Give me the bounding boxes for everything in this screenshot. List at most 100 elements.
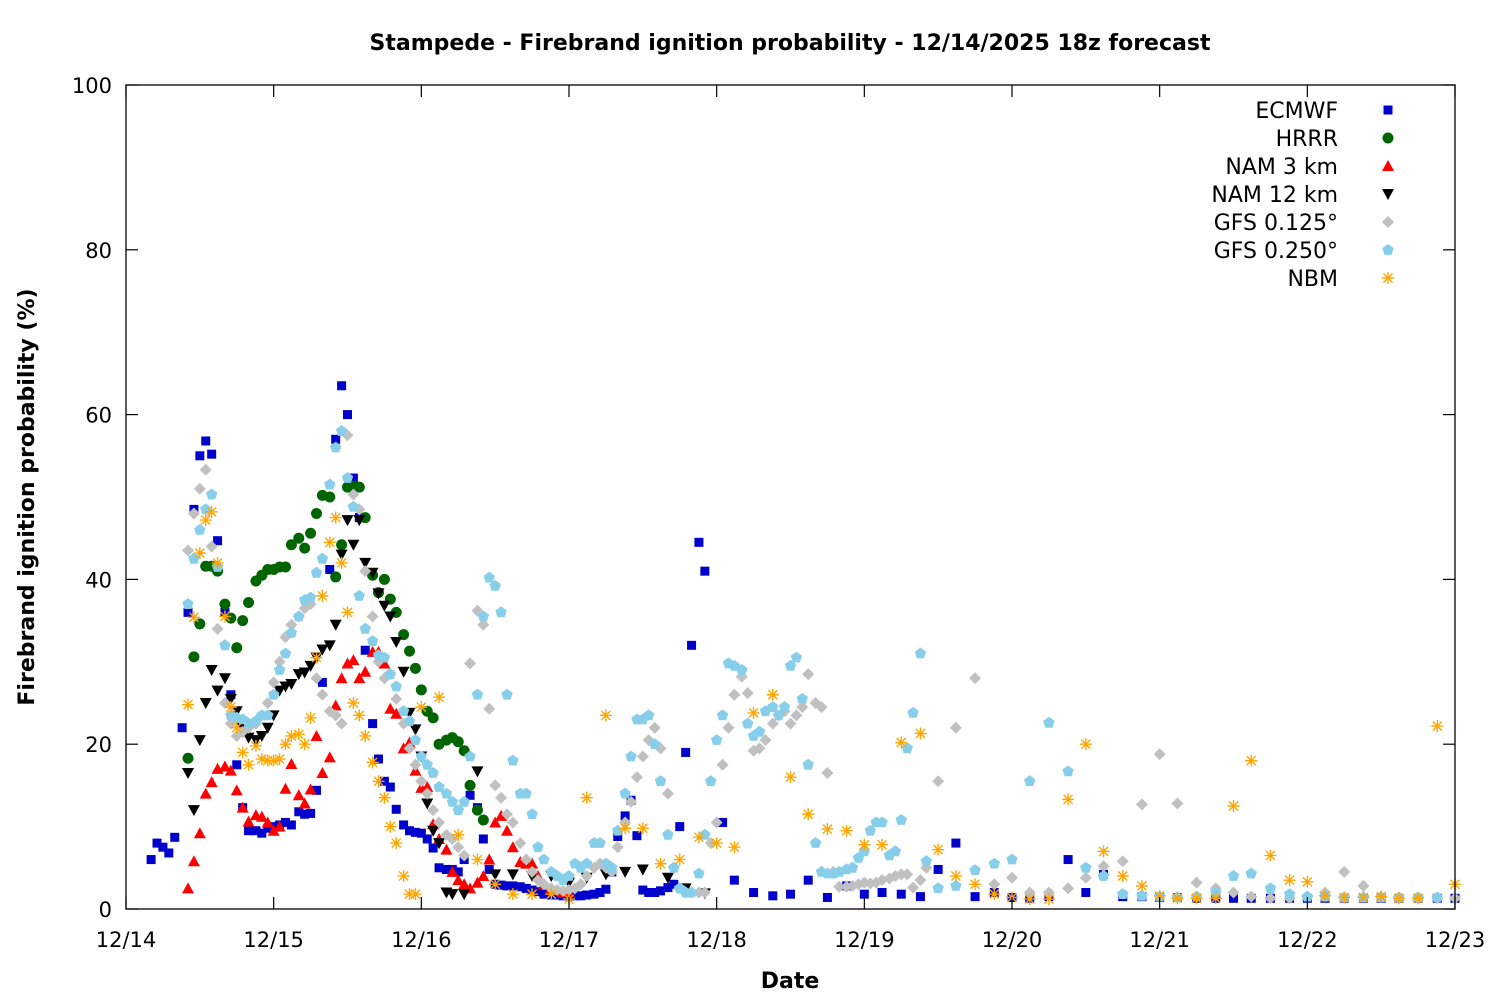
data-point — [187, 507, 200, 520]
data-point — [464, 657, 477, 670]
data-point — [384, 611, 397, 623]
data-point — [477, 618, 490, 631]
data-point — [409, 734, 422, 745]
x-tick-label: 12/17 — [539, 928, 600, 952]
data-point — [261, 697, 274, 709]
data-point — [821, 767, 834, 780]
data-point — [1079, 738, 1092, 751]
data-point — [759, 734, 772, 747]
data-point — [211, 556, 224, 569]
data-point — [694, 537, 704, 547]
data-point — [385, 782, 395, 792]
data-point — [294, 807, 304, 817]
data-point — [458, 889, 471, 901]
data-point — [662, 828, 674, 840]
data-point — [477, 814, 489, 826]
data-point — [397, 870, 410, 883]
data-point — [193, 482, 206, 495]
legend-label: GFS 0.125° — [1214, 211, 1338, 236]
data-point — [601, 884, 611, 894]
data-point — [188, 651, 200, 663]
data-point — [1283, 874, 1296, 887]
chart-title: Stampede - Firebrand ignition probabilit… — [370, 31, 1211, 56]
data-point — [433, 838, 446, 850]
data-point — [1412, 892, 1425, 905]
data-point — [914, 647, 927, 659]
data-point — [489, 779, 502, 792]
data-point — [391, 804, 401, 814]
data-point — [237, 615, 249, 627]
data-point — [786, 889, 795, 899]
data-point — [932, 775, 945, 788]
data-point — [331, 434, 341, 444]
data-point — [433, 691, 446, 704]
data-point — [1171, 892, 1184, 905]
data-point — [182, 598, 194, 609]
data-point — [404, 645, 416, 657]
data-point — [526, 808, 538, 820]
data-point — [619, 866, 632, 878]
data-point — [636, 750, 649, 763]
legend-label: ECMWF — [1255, 99, 1338, 124]
data-point — [213, 536, 223, 546]
data-point — [1190, 892, 1203, 905]
data-point — [1135, 879, 1148, 892]
data-point — [390, 692, 403, 705]
data-point — [177, 723, 187, 733]
data-point — [410, 827, 420, 837]
data-point — [1338, 865, 1351, 878]
data-point — [545, 888, 558, 901]
data-point — [914, 727, 927, 740]
data-point — [409, 888, 422, 901]
data-point — [526, 865, 539, 878]
data-point — [292, 789, 305, 801]
data-point — [421, 758, 433, 770]
data-point — [304, 660, 317, 672]
data-point — [280, 817, 290, 827]
data-point — [876, 816, 888, 828]
data-point — [802, 808, 815, 821]
data-point — [692, 831, 705, 844]
data-point — [230, 784, 243, 796]
data-point — [384, 668, 396, 679]
x-tick-label: 12/18 — [686, 928, 747, 952]
data-point — [453, 867, 463, 877]
data-point — [323, 751, 336, 763]
data-point — [693, 867, 705, 879]
data-point — [507, 754, 519, 766]
data-point — [661, 872, 674, 884]
data-point — [895, 736, 908, 749]
data-point — [654, 775, 667, 787]
data-point — [778, 701, 791, 712]
data-point — [193, 827, 206, 839]
data-point — [304, 783, 317, 795]
data-point — [421, 798, 434, 810]
data-point — [612, 824, 624, 836]
data-point — [802, 758, 814, 770]
data-point — [1024, 775, 1036, 787]
data-point — [859, 889, 869, 899]
data-point — [304, 711, 317, 724]
data-point — [1227, 886, 1240, 899]
data-point — [710, 837, 723, 850]
data-point — [716, 709, 729, 721]
data-point — [279, 647, 292, 659]
data-point — [242, 758, 255, 771]
y-tick-label: 20 — [85, 733, 112, 757]
data-point — [932, 882, 944, 894]
data-point — [877, 888, 887, 898]
data-point — [526, 857, 539, 869]
data-point — [335, 556, 348, 569]
legend-label: NAM 12 km — [1211, 183, 1338, 208]
legend-marker-square — [1383, 105, 1393, 115]
data-point — [501, 688, 513, 700]
data-point — [299, 542, 311, 554]
data-point — [199, 463, 212, 476]
data-point — [329, 709, 342, 722]
data-point — [711, 734, 723, 745]
data-point — [483, 702, 496, 715]
x-tick-label: 12/14 — [96, 928, 157, 952]
legend-label: GFS 0.250° — [1214, 239, 1338, 264]
data-point — [700, 566, 710, 576]
